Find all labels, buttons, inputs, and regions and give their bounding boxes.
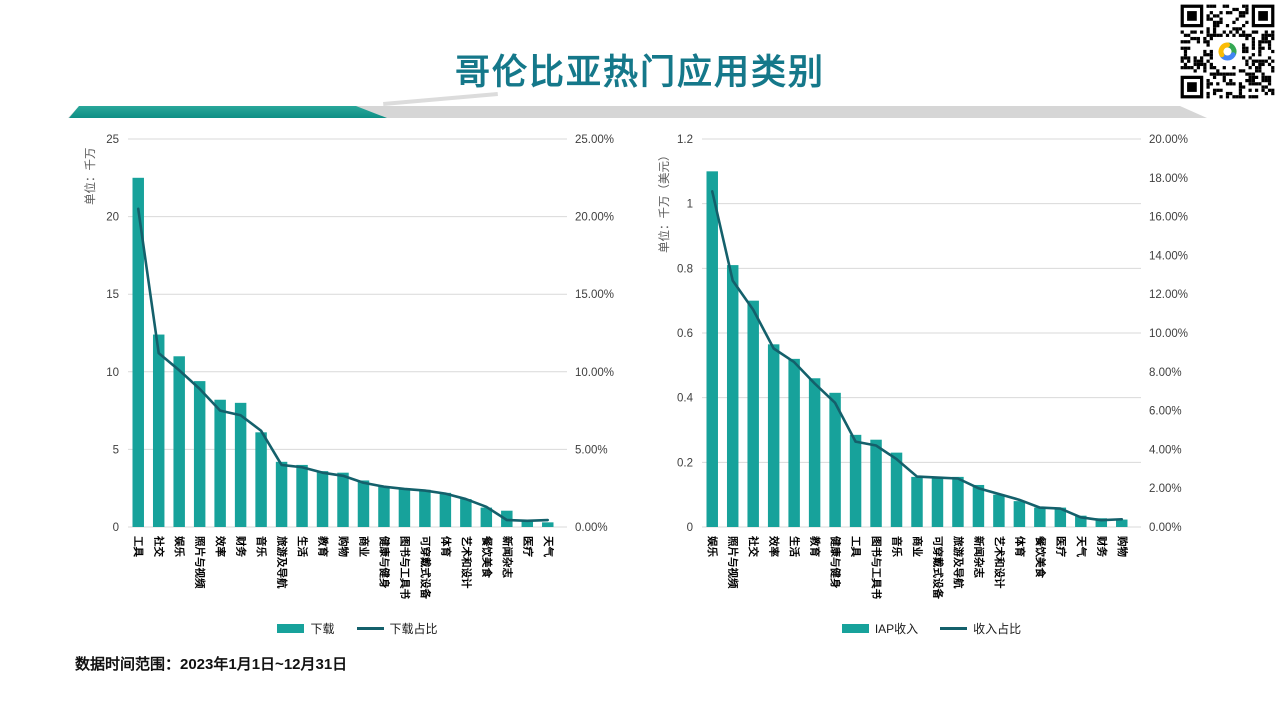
svg-text:教育: 教育 — [809, 535, 822, 557]
svg-text:旅游及导航: 旅游及导航 — [276, 536, 289, 589]
svg-text:旅游及导航: 旅游及导航 — [952, 536, 965, 589]
svg-text:6.00%: 6.00% — [1149, 406, 1182, 418]
svg-text:天气: 天气 — [542, 536, 555, 557]
svg-text:0.00%: 0.00% — [575, 522, 608, 534]
svg-text:艺术和设计: 艺术和设计 — [460, 536, 473, 589]
svg-text:娱乐: 娱乐 — [173, 536, 186, 557]
svg-text:效率: 效率 — [768, 536, 781, 557]
svg-text:10.00%: 10.00% — [575, 367, 614, 379]
svg-text:20.00%: 20.00% — [1149, 134, 1188, 146]
svg-text:天气: 天气 — [1075, 536, 1088, 557]
svg-text:14.00%: 14.00% — [1149, 250, 1188, 262]
qr-code — [1179, 3, 1276, 100]
svg-text:健康与健身: 健康与健身 — [378, 536, 391, 589]
downloads-legend: 下载 下载占比 — [70, 620, 645, 637]
svg-text:0.8: 0.8 — [677, 263, 693, 275]
page-title: 哥伦比亚热门应用类别 — [454, 53, 825, 92]
svg-text:社交: 社交 — [747, 535, 760, 557]
svg-text:12.00%: 12.00% — [1149, 289, 1188, 301]
ribbon-teal-band — [69, 106, 387, 118]
svg-text:20: 20 — [106, 212, 119, 224]
svg-text:10: 10 — [106, 367, 119, 379]
svg-text:0.00%: 0.00% — [1149, 522, 1182, 534]
svg-text:娱乐: 娱乐 — [706, 536, 719, 557]
svg-text:单位：千万: 单位：千万 — [83, 148, 97, 206]
svg-text:图书与工具书: 图书与工具书 — [398, 536, 411, 599]
svg-text:购物: 购物 — [1116, 536, 1129, 557]
svg-text:财务: 财务 — [1095, 535, 1108, 557]
svg-text:新闻杂志: 新闻杂志 — [972, 536, 985, 578]
line-legend-swatch — [940, 627, 968, 630]
svg-text:音乐: 音乐 — [255, 536, 268, 557]
svg-text:8.00%: 8.00% — [1149, 367, 1182, 379]
svg-text:1: 1 — [687, 199, 693, 211]
svg-text:生活: 生活 — [296, 536, 309, 557]
svg-text:可穿戴式设备: 可穿戴式设备 — [931, 536, 944, 599]
svg-text:25.00%: 25.00% — [575, 134, 614, 146]
svg-text:音乐: 音乐 — [891, 536, 904, 557]
svg-text:0: 0 — [113, 522, 119, 534]
svg-text:10.00%: 10.00% — [1149, 328, 1188, 340]
bar-legend-swatch — [277, 624, 305, 633]
iap-revenue-legend: IAP收入 收入占比 — [644, 620, 1219, 637]
svg-text:财务: 财务 — [235, 535, 248, 557]
svg-text:图书与工具书: 图书与工具书 — [870, 536, 883, 599]
svg-text:25: 25 — [106, 134, 119, 146]
downloads-plot: 0 5 10 15 20 25 0.00% 5.00% 10.00% 15.00% 20.00% 25… — [83, 134, 614, 599]
iap-revenue-chart: 0 0.2 0.4 0.6 0.8 1 1.2 0.00% 2.00% 4.00% 6.00% 8.0… — [644, 126, 1219, 637]
svg-text:0.4: 0.4 — [677, 393, 694, 405]
qr-code-image — [1180, 4, 1275, 99]
svg-text:社交: 社交 — [153, 535, 166, 557]
svg-text:餐饮美食: 餐饮美食 — [480, 535, 493, 578]
svg-text:商业: 商业 — [911, 536, 924, 557]
svg-text:餐饮美食: 餐饮美食 — [1034, 535, 1047, 578]
svg-text:工具: 工具 — [132, 536, 144, 557]
svg-text:4.00%: 4.00% — [1149, 444, 1182, 456]
svg-text:新闻杂志: 新闻杂志 — [501, 536, 514, 578]
downloads-chart: 0 5 10 15 20 25 0.00% 5.00% 10.00% 15.00% 20.00% 25… — [70, 126, 645, 637]
svg-text:0: 0 — [687, 522, 693, 534]
svg-text:18.00%: 18.00% — [1149, 173, 1188, 185]
svg-text:20.00%: 20.00% — [575, 212, 614, 224]
svg-text:单位：千万（美元）: 单位：千万（美元） — [657, 150, 671, 254]
svg-text:生活: 生活 — [788, 536, 801, 557]
line-legend-label: 收入占比 — [973, 622, 1022, 636]
line-legend-label: 下载占比 — [389, 622, 438, 636]
line-legend-swatch — [356, 627, 384, 630]
svg-text:健康与健身: 健康与健身 — [829, 536, 842, 589]
bar-legend-label: 下载 — [310, 622, 335, 636]
svg-text:照片与视频: 照片与视频 — [727, 536, 740, 589]
svg-text:15: 15 — [106, 289, 119, 301]
svg-text:体育: 体育 — [439, 536, 452, 558]
svg-text:5: 5 — [113, 444, 119, 456]
svg-text:效率: 效率 — [214, 536, 227, 557]
svg-text:可穿戴式设备: 可穿戴式设备 — [419, 536, 432, 599]
svg-text:商业: 商业 — [357, 536, 370, 557]
svg-text:16.00%: 16.00% — [1149, 212, 1188, 224]
svg-text:体育: 体育 — [1013, 536, 1026, 558]
svg-text:1.2: 1.2 — [677, 134, 693, 146]
bar-legend-label: IAP收入 — [874, 622, 919, 636]
svg-text:艺术和设计: 艺术和设计 — [993, 536, 1006, 589]
iap-revenue-plot: 0 0.2 0.4 0.6 0.8 1 1.2 0.00% 2.00% 4.00% 6.00% 8.0… — [657, 134, 1188, 599]
svg-text:教育: 教育 — [317, 535, 330, 557]
svg-text:2.00%: 2.00% — [1149, 483, 1182, 495]
bar-legend-swatch — [841, 624, 869, 633]
svg-text:0.2: 0.2 — [677, 457, 693, 469]
data-range-note: 数据时间范围：2023年1月1日~12月31日 — [75, 656, 348, 673]
svg-text:医疗: 医疗 — [521, 536, 534, 557]
svg-text:5.00%: 5.00% — [575, 444, 608, 456]
svg-text:15.00%: 15.00% — [575, 289, 614, 301]
svg-text:购物: 购物 — [337, 536, 350, 557]
svg-text:0.6: 0.6 — [677, 328, 693, 340]
svg-text:工具: 工具 — [850, 536, 862, 557]
svg-text:医疗: 医疗 — [1054, 536, 1067, 558]
svg-text:照片与视频: 照片与视频 — [194, 536, 207, 589]
